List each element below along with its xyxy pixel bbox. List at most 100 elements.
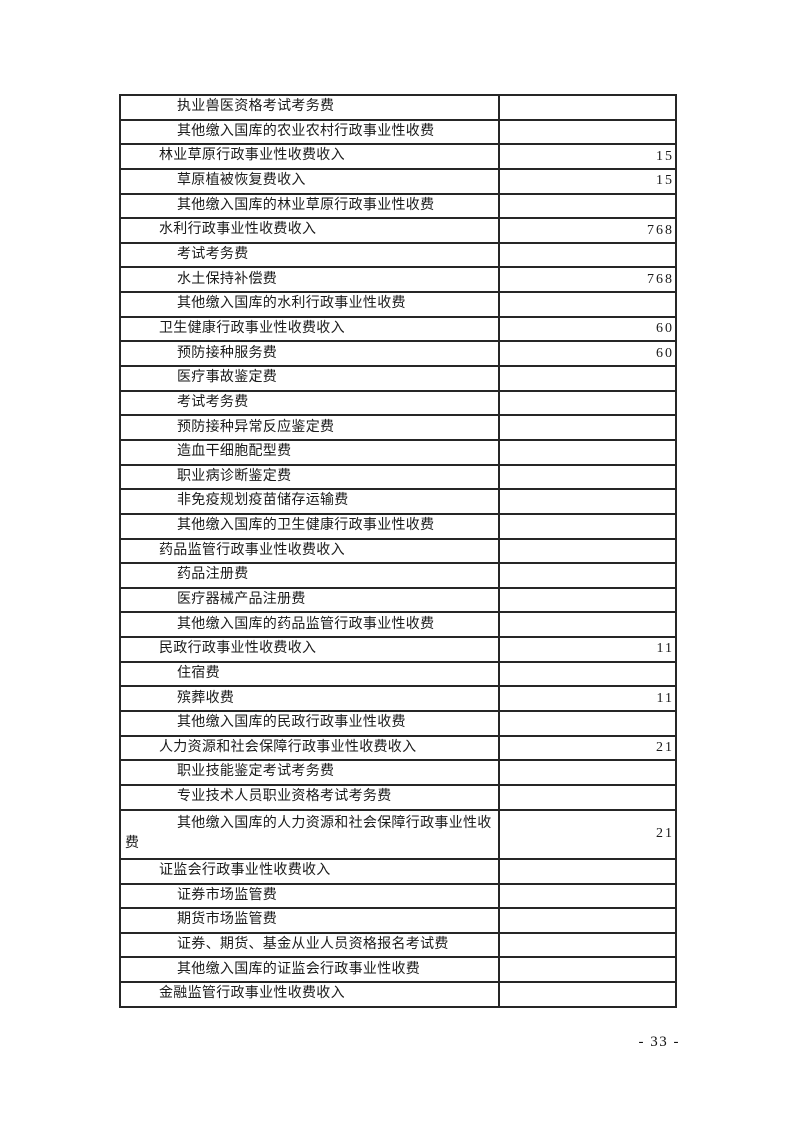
value-cell bbox=[498, 710, 677, 737]
value-cell: 11 bbox=[498, 636, 677, 663]
table-row: 民政行政事业性收费收入 11 bbox=[119, 636, 677, 663]
item-label-cell: 非免疫规划疫苗储存运输费 bbox=[119, 488, 500, 515]
table-row: 林业草原行政事业性收费收入 15 bbox=[119, 143, 677, 170]
value-cell bbox=[498, 660, 677, 688]
table-row: 执业兽医资格考试考务费 bbox=[119, 94, 677, 121]
item-label-cell: 金融监管行政事业性收费收入 bbox=[119, 981, 500, 1008]
item-label-cell: 住宿费 bbox=[119, 660, 500, 688]
table-row: 其他缴入国库的药品监管行政事业性收费 bbox=[119, 611, 677, 639]
table-row: 其他缴入国库的农业农村行政事业性收费 bbox=[119, 118, 677, 146]
item-label-cell: 其他缴入国库的民政行政事业性收费 bbox=[119, 710, 500, 737]
item-label-cell: 执业兽医资格考试考务费 bbox=[119, 94, 500, 121]
value-cell bbox=[498, 931, 677, 959]
item-label-cell: 证券、期货、基金从业人员资格报名考试费 bbox=[119, 931, 500, 959]
item-label-cell: 卫生健康行政事业性收费收入 bbox=[119, 315, 500, 343]
value-cell bbox=[498, 192, 677, 220]
item-label-cell: 药品监管行政事业性收费收入 bbox=[119, 537, 500, 565]
item-label-cell: 人力资源和社会保障行政事业性收费收入 bbox=[119, 734, 500, 762]
value-cell bbox=[498, 783, 677, 811]
table-row: 考试考务费 bbox=[119, 241, 677, 269]
value-cell bbox=[498, 611, 677, 639]
table-row: 其他缴入国库的人力资源和社会保障行政事业性收费 21 bbox=[119, 808, 677, 860]
item-label-cell: 期货市场监管费 bbox=[119, 907, 500, 934]
item-label-cell: 专业技术人员职业资格考试考务费 bbox=[119, 783, 500, 811]
item-label-cell: 造血干细胞配型费 bbox=[119, 438, 500, 466]
value-cell bbox=[498, 537, 677, 565]
value-cell bbox=[498, 389, 677, 417]
table-row: 卫生健康行政事业性收费收入 60 bbox=[119, 315, 677, 343]
item-label-cell: 其他缴入国库的证监会行政事业性收费 bbox=[119, 956, 500, 984]
table-row: 考试考务费 bbox=[119, 389, 677, 417]
item-label-cell: 职业病诊断鉴定费 bbox=[119, 463, 500, 491]
value-cell: 15 bbox=[498, 143, 677, 170]
table-row: 医疗器械产品注册费 bbox=[119, 586, 677, 614]
fee-income-table: 执业兽医资格考试考务费 其他缴入国库的农业农村行政事业性收费 林业草原行政事业性收费… bbox=[119, 94, 677, 1008]
item-label-cell: 考试考务费 bbox=[119, 241, 500, 269]
table-row: 职业技能鉴定考试考务费 bbox=[119, 759, 677, 786]
item-label-cell: 殡葬收费 bbox=[119, 685, 500, 713]
item-label-cell: 水利行政事业性收费收入 bbox=[119, 217, 500, 244]
value-cell bbox=[498, 759, 677, 786]
item-label-cell: 其他缴入国库的林业草原行政事业性收费 bbox=[119, 192, 500, 220]
table-row: 草原植被恢复费收入 15 bbox=[119, 167, 677, 195]
value-cell: 21 bbox=[498, 734, 677, 762]
item-label-cell: 其他缴入国库的药品监管行政事业性收费 bbox=[119, 611, 500, 639]
table-row: 药品注册费 bbox=[119, 562, 677, 589]
item-label-cell: 医疗事故鉴定费 bbox=[119, 365, 500, 392]
table-row: 其他缴入国库的水利行政事业性收费 bbox=[119, 291, 677, 318]
table-row: 住宿费 bbox=[119, 660, 677, 688]
value-cell bbox=[498, 857, 677, 885]
item-label-cell: 证监会行政事业性收费收入 bbox=[119, 857, 500, 885]
value-cell: 11 bbox=[498, 685, 677, 713]
table-row: 水土保持补偿费 768 bbox=[119, 266, 677, 294]
table-row: 药品监管行政事业性收费收入 bbox=[119, 537, 677, 565]
item-label-cell: 预防接种异常反应鉴定费 bbox=[119, 414, 500, 441]
table-row: 预防接种服务费 60 bbox=[119, 340, 677, 368]
value-cell bbox=[498, 438, 677, 466]
item-label-cell: 医疗器械产品注册费 bbox=[119, 586, 500, 614]
item-label-cell: 证券市场监管费 bbox=[119, 882, 500, 910]
value-cell: 15 bbox=[498, 167, 677, 195]
table-row: 殡葬收费 11 bbox=[119, 685, 677, 713]
value-cell bbox=[498, 907, 677, 934]
item-label-cell: 预防接种服务费 bbox=[119, 340, 500, 368]
table-row: 证券市场监管费 bbox=[119, 882, 677, 910]
value-cell bbox=[498, 512, 677, 540]
value-cell bbox=[498, 414, 677, 441]
item-label-cell: 草原植被恢复费收入 bbox=[119, 167, 500, 195]
value-cell: 768 bbox=[498, 217, 677, 244]
value-cell: 60 bbox=[498, 340, 677, 368]
value-cell bbox=[498, 241, 677, 269]
table-row: 医疗事故鉴定费 bbox=[119, 365, 677, 392]
table-row: 水利行政事业性收费收入 768 bbox=[119, 217, 677, 244]
value-cell bbox=[498, 463, 677, 491]
value-cell bbox=[498, 956, 677, 984]
value-cell bbox=[498, 118, 677, 146]
table-row: 人力资源和社会保障行政事业性收费收入 21 bbox=[119, 734, 677, 762]
table-row: 证券、期货、基金从业人员资格报名考试费 bbox=[119, 931, 677, 959]
table-row: 造血干细胞配型费 bbox=[119, 438, 677, 466]
value-cell: 768 bbox=[498, 266, 677, 294]
item-label-cell: 其他缴入国库的水利行政事业性收费 bbox=[119, 291, 500, 318]
value-cell bbox=[498, 562, 677, 589]
value-cell bbox=[498, 94, 677, 121]
value-cell: 21 bbox=[498, 808, 677, 860]
table-row: 期货市场监管费 bbox=[119, 907, 677, 934]
table-row: 其他缴入国库的卫生健康行政事业性收费 bbox=[119, 512, 677, 540]
item-label-cell: 民政行政事业性收费收入 bbox=[119, 636, 500, 663]
value-cell bbox=[498, 291, 677, 318]
value-cell bbox=[498, 488, 677, 515]
item-label-cell: 其他缴入国库的农业农村行政事业性收费 bbox=[119, 118, 500, 146]
table-row: 金融监管行政事业性收费收入 bbox=[119, 981, 677, 1008]
value-cell bbox=[498, 586, 677, 614]
value-cell bbox=[498, 882, 677, 910]
table-row: 预防接种异常反应鉴定费 bbox=[119, 414, 677, 441]
table-row: 非免疫规划疫苗储存运输费 bbox=[119, 488, 677, 515]
item-label-cell: 林业草原行政事业性收费收入 bbox=[119, 143, 500, 170]
item-label-cell: 水土保持补偿费 bbox=[119, 266, 500, 294]
item-label-cell: 职业技能鉴定考试考务费 bbox=[119, 759, 500, 786]
table-row: 专业技术人员职业资格考试考务费 bbox=[119, 783, 677, 811]
table-row: 其他缴入国库的林业草原行政事业性收费 bbox=[119, 192, 677, 220]
value-cell bbox=[498, 981, 677, 1008]
